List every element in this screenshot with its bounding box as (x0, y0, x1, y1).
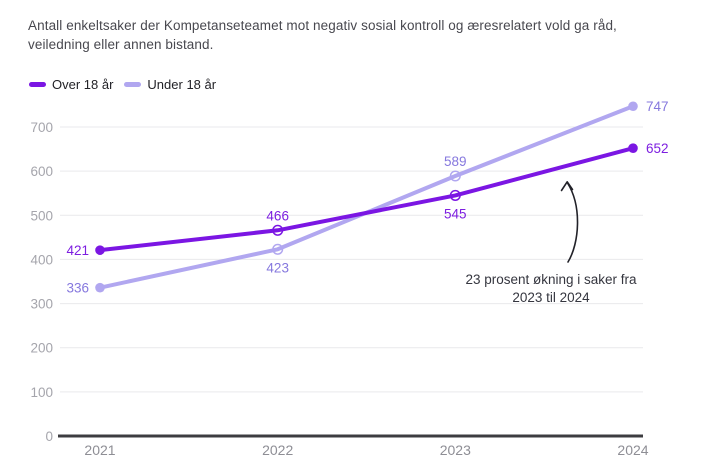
x-axis-tick-label: 2021 (84, 442, 115, 458)
legend: Over 18 år Under 18 år (29, 77, 216, 92)
data-point-label: 545 (444, 206, 467, 221)
x-axis-tick-label: 2024 (617, 442, 648, 458)
series-line-under-18 (98, 104, 635, 290)
data-point-label: 421 (66, 243, 89, 258)
data-point-label: 747 (646, 99, 669, 114)
data-point-marker[interactable] (95, 282, 105, 293)
x-axis-tick-label: 2023 (440, 442, 471, 458)
data-point-label: 336 (66, 280, 89, 295)
legend-label-under-18: Under 18 år (147, 77, 217, 92)
series-line-over-18 (98, 146, 635, 253)
data-point-label: 652 (646, 141, 669, 156)
legend-item-over-18[interactable]: Over 18 år (29, 77, 113, 92)
legend-swatch-under-18-icon (124, 82, 142, 87)
legend-label-over-18: Over 18 år (52, 77, 114, 92)
annotation-arrowhead-icon (560, 181, 574, 192)
legend-swatch-over-18-icon (29, 82, 46, 87)
y-axis-tick-label: 0 (45, 429, 53, 444)
y-axis-tick-label: 700 (30, 120, 53, 135)
annotation-text: 23 prosent økning i saker fra 2023 til 2… (465, 272, 637, 305)
data-point-marker[interactable] (628, 143, 638, 153)
x-axis-tick-label: 2022 (262, 442, 293, 458)
y-axis-tick-label: 500 (30, 208, 53, 223)
y-axis-tick-label: 200 (30, 341, 53, 356)
y-axis-tick-label: 600 (30, 164, 53, 179)
data-point-marker[interactable] (628, 101, 638, 112)
legend-item-under-18[interactable]: Under 18 år (124, 77, 216, 92)
y-axis-tick-label: 100 (30, 385, 53, 400)
data-point-label: 589 (444, 154, 467, 169)
chart-title: Antall enkeltsaker der Kompetanseteamet … (28, 18, 617, 52)
data-point-label: 466 (266, 208, 289, 223)
data-point-label: 423 (266, 260, 289, 275)
annotation-arrow (566, 182, 579, 263)
data-point-marker[interactable] (95, 245, 105, 255)
y-axis-tick-label: 300 (30, 297, 53, 312)
y-axis-tick-label: 400 (30, 252, 53, 267)
